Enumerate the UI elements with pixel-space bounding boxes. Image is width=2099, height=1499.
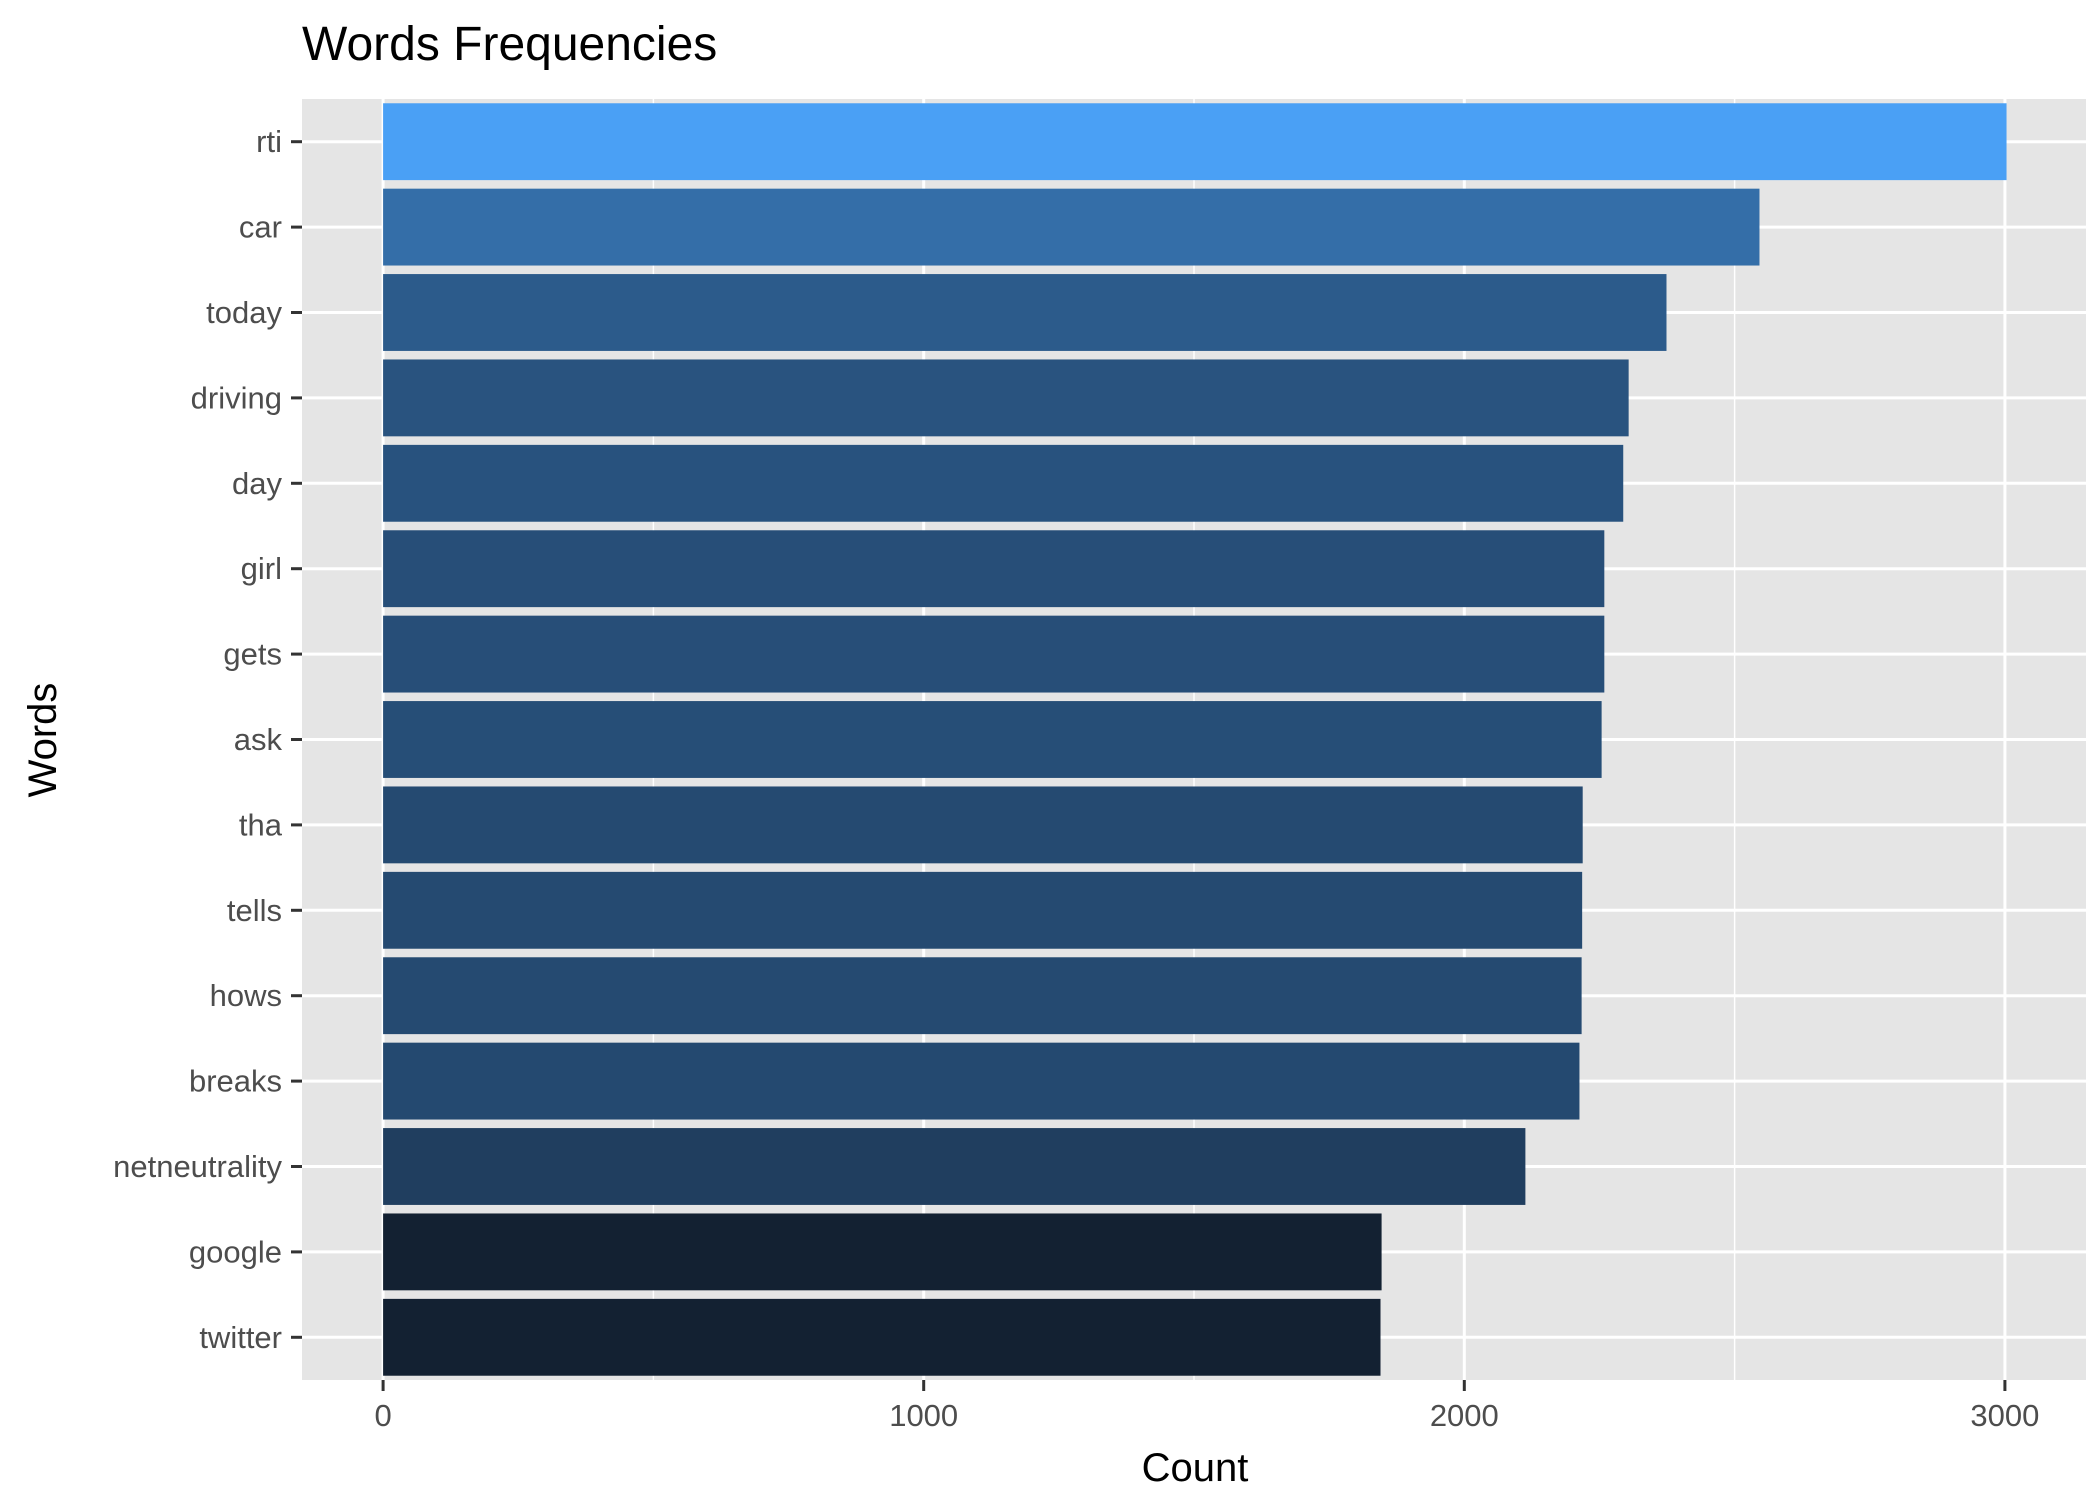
y-tick-label: day bbox=[232, 466, 282, 501]
bar-car bbox=[383, 188, 1760, 266]
bar-hows bbox=[383, 957, 1582, 1035]
bar-today bbox=[383, 274, 1667, 351]
bar-driving bbox=[383, 359, 1629, 437]
bar-rti bbox=[383, 103, 2007, 181]
y-tick-label: tells bbox=[227, 893, 282, 928]
y-tick-label: today bbox=[206, 295, 282, 330]
y-tick-label: girl bbox=[241, 551, 282, 586]
y-tick-label: tha bbox=[239, 807, 283, 842]
y-axis-title: Words bbox=[21, 683, 65, 798]
bar-ask bbox=[383, 701, 1602, 778]
y-tick-label: hows bbox=[210, 978, 282, 1013]
bar-tells bbox=[383, 871, 1583, 949]
y-tick-label: netneutrality bbox=[113, 1149, 282, 1184]
y-tick-label: google bbox=[189, 1234, 282, 1269]
bar-breaks bbox=[383, 1042, 1580, 1120]
chart-title: Words Frequencies bbox=[302, 18, 717, 71]
bar-tha bbox=[383, 786, 1583, 864]
y-tick-label: car bbox=[239, 210, 282, 245]
y-tick-label: driving bbox=[191, 380, 282, 415]
bar-google bbox=[383, 1213, 1382, 1291]
x-axis-title: Count bbox=[1142, 1446, 1249, 1490]
bar-gets bbox=[383, 615, 1605, 693]
x-tick-label: 0 bbox=[374, 1398, 391, 1433]
y-tick-label: breaks bbox=[189, 1064, 282, 1099]
x-tick-label: 1000 bbox=[889, 1398, 958, 1433]
x-tick-label: 3000 bbox=[1970, 1398, 2039, 1433]
bar-netneutrality bbox=[383, 1128, 1526, 1205]
bars bbox=[383, 103, 2007, 1376]
y-tick-label: ask bbox=[234, 722, 283, 757]
y-axis-ticks: rti car today driving day girl gets ask tha tells… bbox=[113, 124, 302, 1355]
x-tick-label: 2000 bbox=[1430, 1398, 1499, 1433]
bar-twitter bbox=[383, 1298, 1381, 1376]
y-tick-label: rti bbox=[256, 124, 282, 159]
x-axis-ticks: 0 1000 2000 3000 bbox=[374, 1380, 2039, 1433]
bar-day bbox=[383, 444, 1624, 522]
y-tick-label: gets bbox=[223, 637, 282, 672]
bar-girl bbox=[383, 530, 1605, 608]
y-tick-label: twitter bbox=[199, 1320, 282, 1355]
